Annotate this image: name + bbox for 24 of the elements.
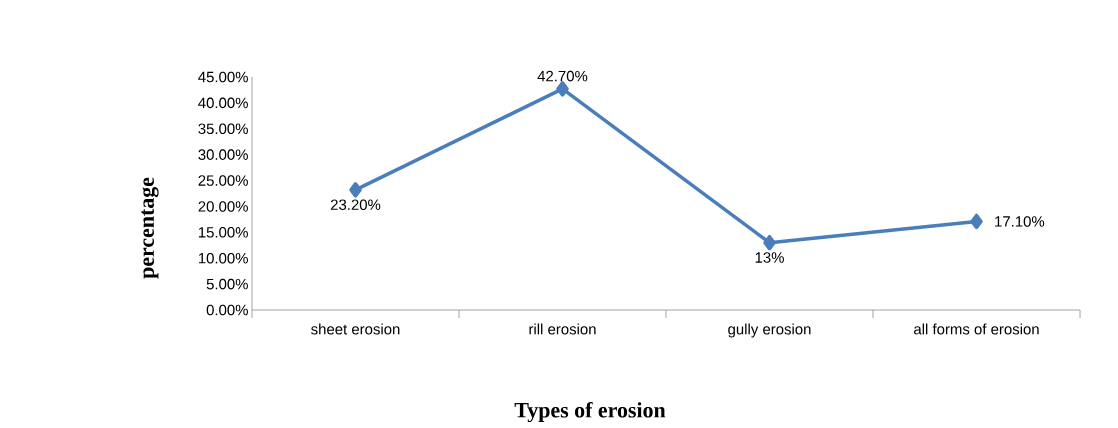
y-tick-label: 45.00% [198,71,248,83]
data-label: 23.20% [330,199,381,210]
point [970,213,983,230]
point [349,182,362,198]
y-tick-label: 5.00% [206,278,248,290]
point [763,234,776,251]
data-label: 13% [755,252,784,263]
point [556,81,569,97]
y-tick-label: 15.00% [198,227,248,238]
x-tick-label: gully erosion [728,323,811,338]
y-tick-label: 30.00% [198,149,248,160]
y-tick-label: 20.00% [198,201,248,212]
data-label: 42.70% [537,70,588,82]
x-tick-label: rill erosion [529,323,596,335]
y-tick-label: 25.00% [198,175,248,186]
data-label: 17.10% [995,216,1045,227]
y-tick-label: 35.00% [198,123,248,135]
x-axis-title: Types of erosion [514,401,666,423]
y-tick-label: 0.00% [206,304,248,316]
y-tick-label: 40.00% [198,97,248,109]
y-axis-title: percentage [141,177,159,279]
y-tick-label: 10.00% [198,252,248,264]
x-tick-label: all forms of erosion [914,323,1039,335]
x-tick-label: sheet erosion [311,323,400,335]
